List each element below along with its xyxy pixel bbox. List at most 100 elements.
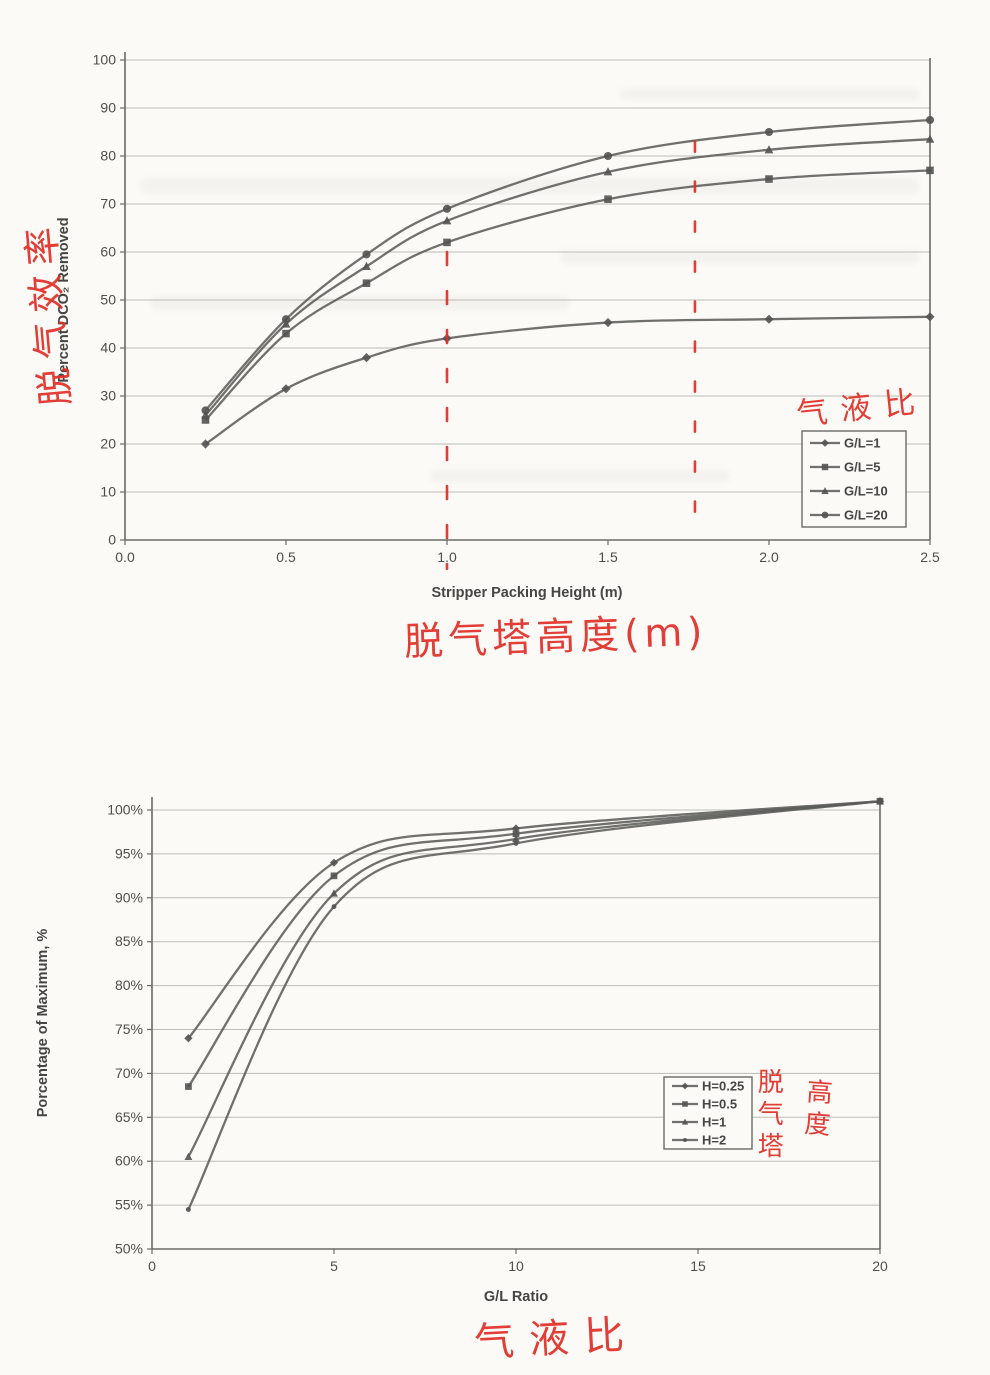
series-marker	[603, 317, 613, 328]
handwritten-xaxis-annotation-bottom: 气液比	[473, 1311, 641, 1367]
series-marker	[442, 216, 452, 225]
y-tick-label: 90	[100, 100, 116, 116]
series-line-g-l-1	[204, 315, 931, 445]
series-marker	[821, 439, 829, 447]
y-tick-label: 70%	[115, 1065, 143, 1081]
series-line-g-l-20	[204, 118, 931, 412]
series-marker	[329, 858, 339, 867]
y-tick-label: 40	[100, 340, 116, 356]
series-marker	[281, 384, 291, 394]
x-axis-title: G/L Ratio	[484, 1289, 548, 1305]
legend-entry-label: H=0.5	[702, 1097, 737, 1112]
series-marker	[925, 312, 935, 322]
series-marker	[764, 314, 774, 324]
y-tick-label: 65%	[115, 1109, 143, 1125]
series-marker	[201, 410, 210, 419]
series-marker	[331, 904, 337, 910]
x-tick-label: 0.0	[115, 549, 135, 565]
series-marker	[184, 1152, 193, 1161]
series-marker	[200, 439, 211, 449]
y-tick-label: 85%	[115, 933, 143, 949]
series-marker	[682, 1137, 688, 1143]
y-axis-title: Percent DCO₂ Removed	[56, 217, 72, 382]
y-tick-label: 50%	[115, 1241, 143, 1257]
percentage-of-maximum-line-chart: 50% 55% 60% 65% 70% 75% 80% 85% 90% 95% 100% 0 5 10 15…	[35, 797, 888, 1305]
series-marker	[925, 115, 935, 125]
y-tick-label: 10	[100, 484, 116, 500]
series-marker	[765, 175, 773, 183]
handwritten-xaxis-annotation-top: 脱气塔高度(m)	[403, 609, 709, 666]
series-marker	[362, 279, 371, 287]
dco2-removed-line-chart: 0 10 20 30 40 50 60 70 80 90 100 0.0 0.5 1.0 1.5 2.0 2.5…	[56, 52, 940, 602]
series-marker	[185, 1207, 191, 1212]
series-marker	[282, 329, 290, 338]
series-line-h-1	[187, 800, 881, 1158]
series-line-h-0.5	[187, 800, 881, 1088]
legend-box	[801, 430, 907, 528]
series-marker	[281, 319, 291, 328]
series-line-h-2	[187, 800, 881, 1210]
legend-entry-label: G/L=20	[844, 508, 888, 523]
series-marker	[821, 511, 829, 519]
series-marker	[201, 406, 210, 415]
x-tick-label: 1.5	[598, 549, 618, 565]
y-tick-label: 60%	[115, 1153, 143, 1169]
y-tick-label: 80%	[115, 977, 143, 993]
y-tick-label: 95%	[115, 845, 143, 861]
series-line-g-l-10	[204, 138, 931, 416]
series-marker	[877, 798, 883, 804]
x-tick-label: 15	[690, 1258, 706, 1274]
legend-entry-label: H=2	[702, 1133, 726, 1148]
handwritten-legend-annotation-bottom: 脱气塔 高度	[752, 1068, 834, 1164]
series-marker	[681, 1118, 689, 1125]
handwritten-legend-col2: 高度	[798, 1077, 834, 1144]
legend-box	[663, 1076, 753, 1150]
x-axis-title: Stripper Packing Height (m)	[432, 585, 623, 601]
series-marker	[681, 1082, 689, 1090]
series-marker	[362, 261, 371, 270]
y-tick-label: 75%	[115, 1021, 143, 1037]
series-marker	[184, 1034, 193, 1043]
y-tick-label: 100%	[107, 802, 143, 818]
series-line-h-0.25	[187, 800, 881, 1040]
series-marker	[185, 1083, 192, 1090]
y-tick-label: 50	[100, 292, 116, 308]
y-tick-label: 60	[100, 244, 116, 260]
series-marker	[330, 889, 338, 897]
series-marker	[443, 238, 451, 247]
series-marker	[513, 840, 519, 846]
series-marker	[925, 134, 935, 143]
x-tick-label: 20	[872, 1258, 888, 1274]
series-marker	[821, 463, 829, 471]
x-tick-label: 1.0	[437, 549, 457, 565]
y-tick-label: 55%	[115, 1197, 143, 1213]
series-marker	[512, 830, 520, 838]
series-marker	[603, 151, 613, 161]
x-tick-label: 2.5	[920, 549, 940, 565]
y-tick-label: 30	[100, 388, 116, 404]
x-tick-label: 2.0	[759, 549, 779, 565]
y-tick-label: 90%	[115, 889, 143, 905]
legend-entry-label: H=0.25	[702, 1079, 744, 1094]
x-tick-label: 10	[508, 1258, 524, 1274]
series-marker	[764, 127, 774, 137]
series-marker	[682, 1101, 688, 1107]
legend-entry-label: G/L=10	[844, 484, 888, 499]
legend-entry-label: G/L=1	[844, 436, 881, 451]
y-axis-title: Porcentage of Maximum, %	[35, 929, 51, 1118]
series-marker	[362, 250, 371, 259]
y-tick-label: 0	[108, 532, 116, 548]
series-marker	[281, 315, 291, 324]
series-marker	[511, 824, 521, 833]
legend-entry-label: G/L=5	[844, 460, 881, 475]
series-marker	[604, 195, 612, 203]
y-tick-label: 20	[100, 436, 116, 452]
y-tick-label: 100	[93, 52, 117, 68]
series-marker	[764, 145, 774, 154]
series-marker	[512, 834, 520, 843]
y-tick-label: 70	[100, 196, 116, 212]
series-marker	[821, 487, 829, 495]
series-marker	[926, 166, 934, 175]
legend-entry-label: H=1	[702, 1115, 726, 1130]
